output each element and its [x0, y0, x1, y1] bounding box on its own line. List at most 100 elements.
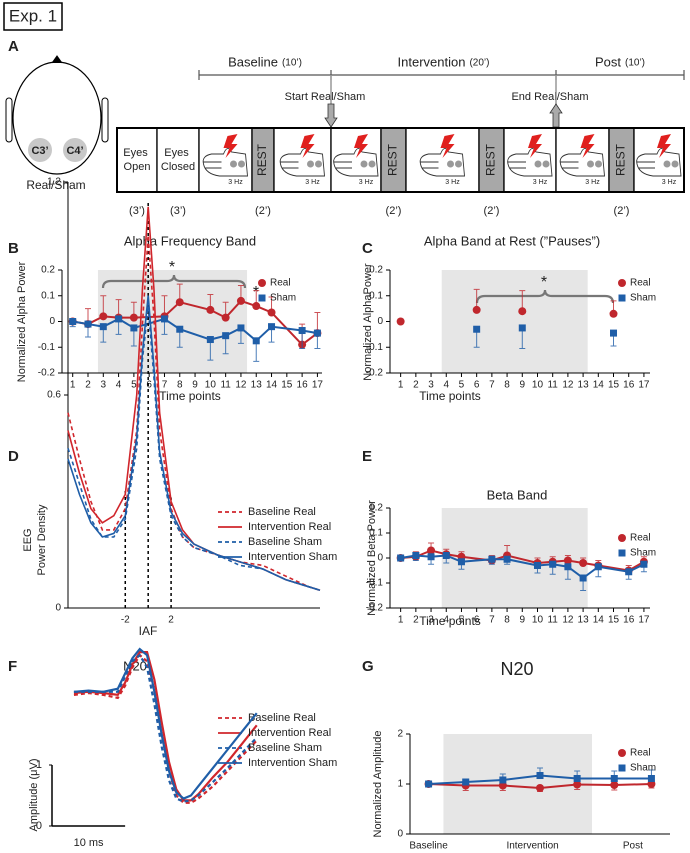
legend-label: Real [630, 533, 651, 544]
y-tick-label: 2 [397, 729, 403, 740]
x-tick-label: 12 [235, 380, 247, 391]
legend-label: Intervention Real [248, 727, 331, 739]
block-label: Eyes Closed [161, 147, 195, 173]
x-tick-label: Post [623, 841, 643, 852]
chart-title: N20 [500, 659, 533, 679]
legend-marker [258, 294, 266, 302]
x-tick-label: 4 [443, 380, 449, 391]
x-tick-label: 15 [281, 380, 293, 391]
annotation: N20 [123, 658, 147, 673]
event-label: Start Real/Sham [285, 91, 366, 103]
data-point [533, 562, 541, 569]
x-tick-label: 9 [192, 380, 198, 391]
event-arrow [324, 103, 338, 128]
data-point [499, 776, 507, 784]
stim-electrode [315, 160, 322, 168]
x-tick-label: 2 [85, 380, 91, 391]
data-point [518, 324, 526, 332]
stim-bolt [580, 134, 595, 158]
data-point [564, 563, 572, 571]
y-tick-label: 0.1 [369, 528, 383, 539]
data-point [99, 312, 108, 321]
legend-label: Sham [630, 293, 656, 304]
x-tick-label: 8 [177, 380, 183, 391]
y-tick-label: 0.6 [47, 390, 61, 401]
data-point [573, 775, 581, 782]
phase-name: Baseline [228, 54, 278, 69]
significance-brace [475, 289, 615, 304]
head-label: Real/Sham [26, 178, 85, 192]
x-tick-label: 14 [266, 380, 278, 391]
data-point [427, 553, 435, 561]
x-tick-label: Baseline [409, 841, 448, 852]
data-point [579, 574, 587, 582]
x-tick-label: -2 [121, 615, 130, 626]
x-axis-label: Time points [419, 389, 481, 403]
data-point [647, 775, 655, 782]
head [12, 61, 102, 175]
hand-icon [419, 148, 465, 177]
y-axis-label: EEG [22, 528, 34, 551]
panel-label: G [362, 658, 374, 675]
y-tick-label: 0 [397, 829, 403, 840]
x-tick-label: 3 [428, 380, 434, 391]
data-point [473, 325, 481, 333]
hand-icon [333, 148, 379, 177]
figure-label: Exp. 1 [9, 6, 57, 25]
annotation: * [169, 259, 175, 276]
data-point [176, 325, 184, 333]
x-tick-label: 7 [489, 615, 495, 626]
y-tick-label: -0.2 [366, 603, 384, 614]
data-point [518, 307, 527, 316]
stim-electrode [447, 160, 454, 168]
stim-bolt [528, 134, 542, 158]
stim-electrode [368, 160, 376, 168]
x-axis-label: IAF [139, 624, 158, 638]
data-point [573, 780, 582, 789]
data-point [160, 315, 168, 323]
series-line [73, 651, 258, 802]
x-axis-label: Time points [419, 614, 481, 628]
event-arrow [549, 103, 563, 128]
panel-label: D [8, 448, 19, 465]
event-label: End Real/Sham [511, 91, 588, 103]
legend-marker [618, 294, 626, 302]
data-point [115, 315, 123, 323]
data-point [472, 305, 481, 314]
hand-icon [279, 148, 325, 177]
x-tick-label: 8 [504, 615, 510, 626]
data-point [425, 780, 433, 788]
x-tick-label: 5 [459, 380, 465, 391]
y-tick-label: 0 [36, 820, 42, 832]
legend-marker [258, 279, 266, 287]
x-tick-label: 3 [428, 615, 434, 626]
x-tick-label: 1 [398, 380, 404, 391]
y-axis-label: Power Density [36, 504, 48, 575]
series-line [73, 653, 258, 803]
block-duration: (2’) [614, 205, 630, 217]
block-row-frame [116, 127, 685, 193]
stim-bolt [440, 134, 455, 158]
hand-icon [636, 148, 682, 177]
x-tick-label: 17 [638, 615, 650, 626]
electrode-label: C3’ [31, 145, 48, 157]
y-tick-label: 0.1 [41, 290, 55, 301]
x-tick-label: 6 [146, 380, 152, 391]
block [478, 127, 505, 193]
legend-marker [618, 549, 626, 557]
data-point [549, 560, 557, 568]
y-axis-label: Normalized Beta Power [366, 500, 378, 616]
y-tick-label: 0 [55, 603, 61, 614]
stim-electrode [238, 160, 245, 168]
data-point [99, 323, 107, 331]
data-point [267, 308, 276, 317]
stim-label: 3 Hz [359, 179, 374, 186]
data-point [129, 313, 138, 322]
phase-duration: (10’) [625, 58, 645, 69]
data-point [594, 563, 602, 571]
x-tick-label: 9 [519, 380, 525, 391]
y-tick-label: 1 [36, 759, 42, 771]
stim-label: 3 Hz [305, 179, 320, 186]
significance-brace [101, 274, 247, 289]
